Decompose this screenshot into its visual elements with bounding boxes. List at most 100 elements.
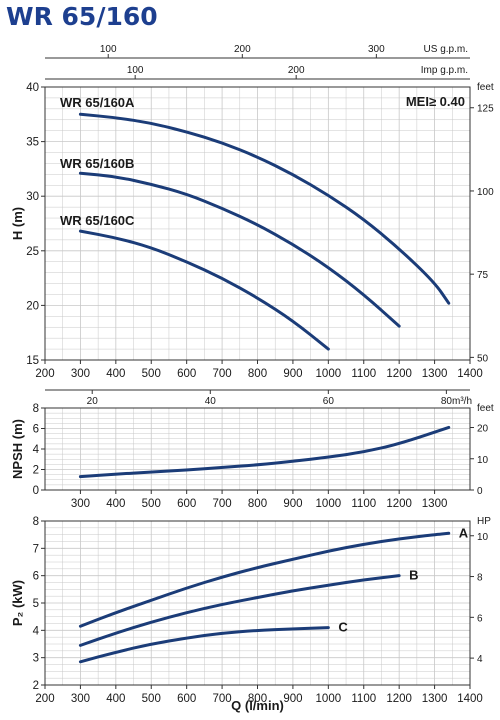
x-tick-label: 1000 [316,693,342,705]
right-tick-label: 50 [477,353,489,364]
top-tick-label: 100 [127,65,144,76]
y-tick-label: 4 [33,444,40,456]
x-tick-label: 900 [283,368,302,380]
x-tick-label: 700 [212,368,231,380]
x-tick-label: 1400 [457,368,483,380]
right-tick-label: 125 [477,104,494,115]
top-tick-label: 200 [234,44,251,55]
y-axis-title: P₂ (kW) [10,580,25,626]
x-tick-label: 200 [35,368,54,380]
right-tick-label: 75 [477,270,489,281]
x-tick-label: 1100 [351,693,376,705]
m3h-tick-label: 20 [87,396,99,407]
y-tick-label: 7 [33,543,39,555]
y-axis-title: H (m) [10,207,25,240]
y-tick-label: 8 [33,403,39,415]
head-series-3 [78,229,330,351]
y-tick-label: 4 [33,625,40,637]
right-axis-unit: HP [477,516,491,527]
y-tick-label: 6 [33,424,39,436]
power-series-1 [78,531,451,628]
x-tick-label: 500 [142,498,161,510]
power-series-label-b: B [409,568,418,583]
x-tick-label: 800 [248,498,267,510]
right-tick-label: 10 [477,455,489,466]
x-tick-label: 600 [177,693,196,705]
head-grid [45,87,470,360]
x-tick-label: 600 [177,368,196,380]
m3h-tick-label: 80 [441,396,453,407]
m3h-tick-label: 60 [323,396,335,407]
y-tick-label: 3 [33,653,39,665]
x-tick-label: 1000 [316,368,342,380]
x-tick-label: 1100 [351,498,376,510]
right-tick-label: 10 [477,532,489,543]
x-tick-label: 1200 [386,693,412,705]
right-axis-unit: feet [477,82,494,93]
series-label-3: WR 65/160C [60,213,135,228]
power-series-3 [78,626,330,664]
x-tick-label: 500 [142,693,161,705]
x-tick-label: 800 [248,368,267,380]
x-tick-label: 400 [106,693,125,705]
x-tick-label: 1100 [351,368,376,380]
x-tick-label: 1300 [422,368,448,380]
top-tick-label: 100 [100,44,117,55]
head-series-2 [78,171,401,328]
m3h-axis-unit: m³/h [452,396,472,407]
x-tick-label: 900 [283,693,302,705]
y-tick-label: 15 [26,355,39,367]
x-tick-label: 700 [212,693,231,705]
x-axis-title: Q (l/min) [231,698,284,713]
x-tick-label: 800 [248,693,267,705]
x-tick-label: 1200 [386,498,412,510]
right-tick-label: 0 [477,486,483,497]
x-tick-label: 700 [212,498,231,510]
series-label-1: WR 65/160A [60,95,135,110]
x-tick-label: 600 [177,498,196,510]
x-tick-label: 900 [283,498,302,510]
page-title: WR 65/160 [6,2,158,31]
y-tick-label: 35 [26,137,39,149]
power-grid [45,521,470,685]
y-tick-label: 40 [26,82,39,94]
series-label-2: WR 65/160B [60,156,134,171]
npsh-grid [45,408,470,490]
x-tick-label: 300 [71,368,90,380]
y-tick-label: 0 [33,485,39,497]
x-tick-label: 300 [71,498,90,510]
y-tick-label: 5 [33,598,39,610]
right-tick-label: 4 [477,654,483,665]
x-tick-label: 1300 [422,498,448,510]
y-tick-label: 2 [33,465,39,477]
right-tick-label: 100 [477,187,494,198]
x-tick-label: 300 [71,693,90,705]
top-tick-label: 300 [368,44,385,55]
x-tick-label: 200 [35,693,54,705]
power-series-2 [78,574,401,647]
x-tick-label: 1000 [316,498,342,510]
x-tick-label: 1200 [386,368,412,380]
power-series-label-a: A [459,525,469,540]
x-tick-label: 1300 [422,693,448,705]
x-tick-label: 500 [142,368,161,380]
power-series-label-c: C [338,620,348,635]
y-axis-title: NPSH (m) [10,419,25,479]
mei-annotation: MEI≥ 0.40 [406,94,465,109]
m3h-tick-label: 40 [205,396,217,407]
y-tick-label: 8 [33,516,39,528]
x-tick-label: 400 [106,498,125,510]
right-tick-label: 20 [477,424,489,435]
y-tick-label: 2 [33,680,39,692]
right-tick-label: 8 [477,573,483,584]
right-tick-label: 6 [477,613,483,624]
head-series-1 [78,112,451,305]
npsh-series-1 [78,425,451,479]
top-axis-unit: US g.p.m. [424,44,468,55]
right-axis-unit: feet [477,403,494,414]
x-tick-label: 1400 [457,693,483,705]
y-tick-label: 6 [33,571,39,583]
y-tick-label: 25 [26,246,39,258]
y-tick-label: 30 [26,191,39,203]
